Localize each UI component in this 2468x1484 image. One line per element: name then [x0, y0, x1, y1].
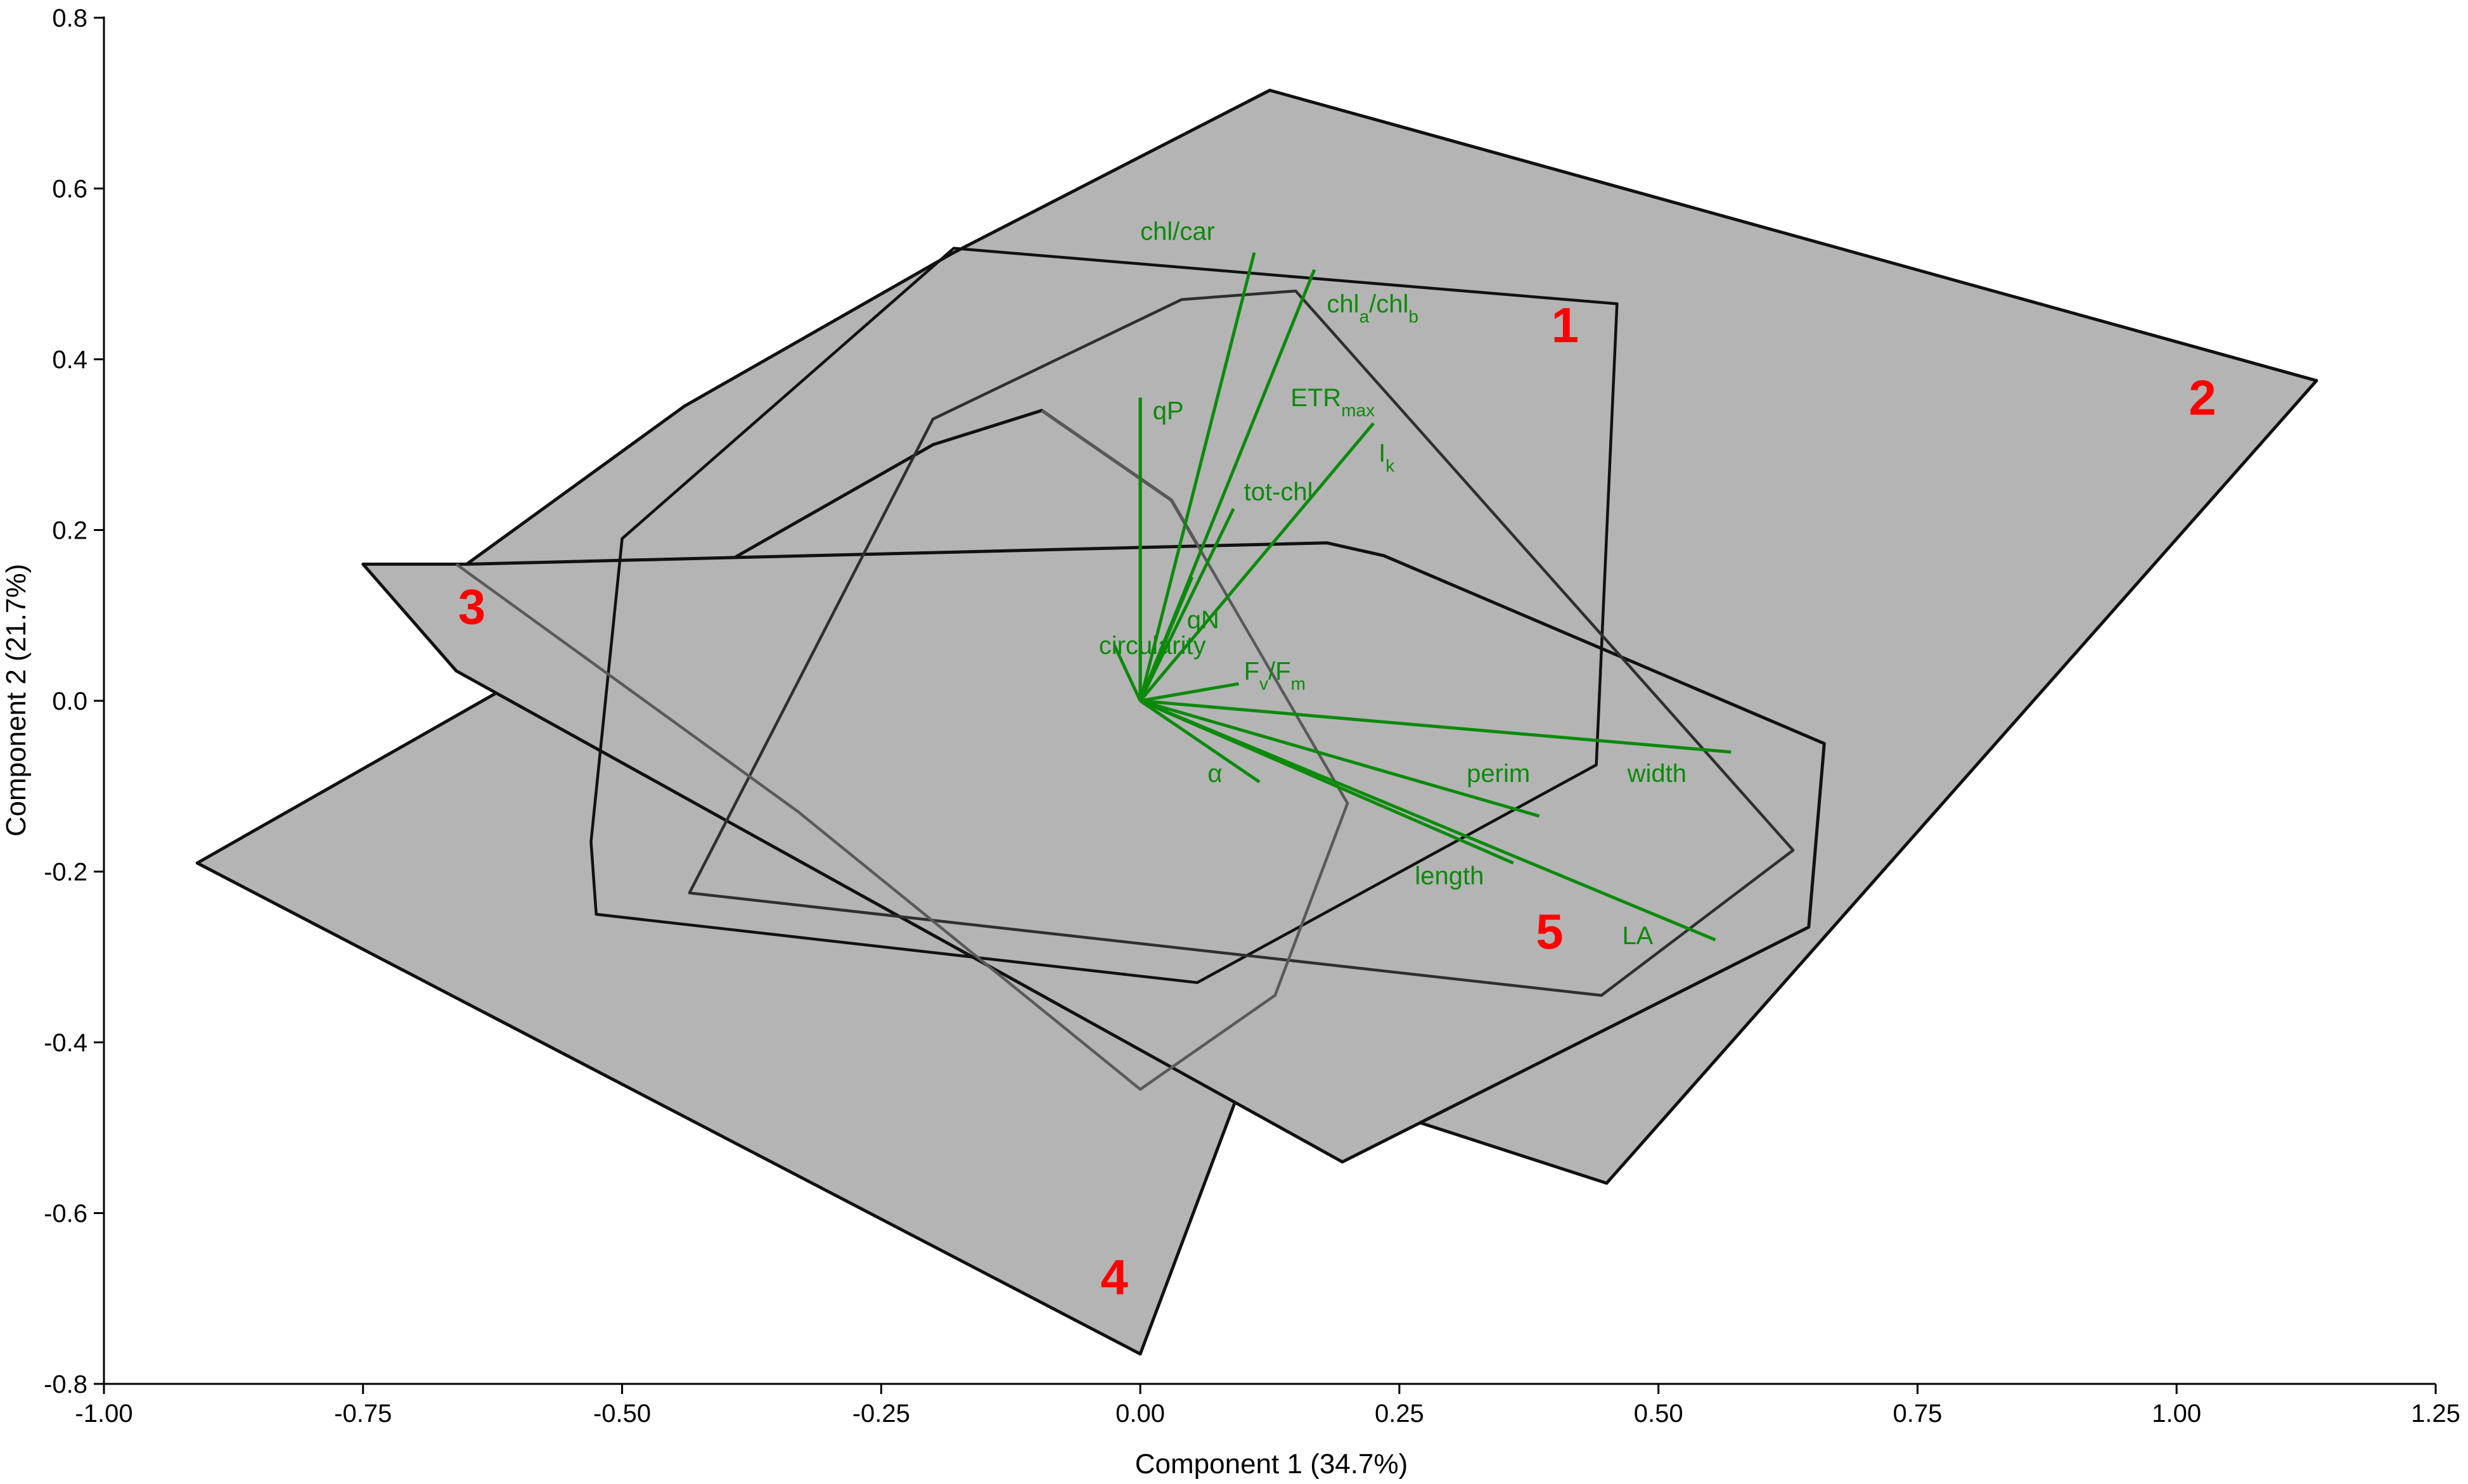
vector-label-chl-car: chl/car	[1140, 217, 1215, 245]
x-tick-label: 0.50	[1634, 1400, 1683, 1428]
vector-label-qn: qN	[1187, 606, 1219, 634]
y-axis-title: Component 2 (21.7%)	[1, 564, 32, 836]
vector-label-fv-fm: Fv/Fm	[1244, 657, 1306, 693]
x-tick-label: 0.75	[1893, 1400, 1943, 1428]
group-label-4: 4	[1101, 1250, 1128, 1305]
x-tick-label: 1.25	[2411, 1400, 2460, 1428]
vector-label-tot-chl: tot-chl	[1244, 478, 1313, 506]
vectors-layer	[1112, 252, 1732, 942]
vector-ik	[1139, 422, 1375, 702]
x-axis-title: Component 1 (34.7%)	[1135, 1449, 1408, 1480]
vector-label-perim: perim	[1467, 760, 1530, 788]
vector-label-ik: Ik	[1379, 440, 1395, 476]
x-tick-label: 0.00	[1115, 1400, 1165, 1428]
y-tick-label: 0.0	[52, 688, 87, 715]
vector-qn	[1138, 576, 1194, 701]
group-label-1: 1	[1552, 297, 1579, 353]
x-tick-label: -1.00	[75, 1400, 132, 1428]
x-tick-label: 0.25	[1375, 1400, 1424, 1428]
y-tick-label: 0.8	[52, 4, 87, 32]
y-tick-label: -0.4	[44, 1029, 87, 1057]
vector-circularity	[1112, 644, 1142, 702]
y-tick-label: 0.6	[52, 176, 87, 203]
hull-group-4-outline	[455, 409, 1349, 1091]
y-tick-label: 0.4	[52, 346, 87, 374]
hull-group-3	[361, 541, 1826, 1164]
vector-tot-chl	[1138, 508, 1235, 702]
group-label-3: 3	[458, 579, 485, 635]
vector-label-length: length	[1415, 862, 1484, 890]
vector-label-la: LA	[1622, 922, 1653, 950]
vector-label-etrmax: ETRmax	[1290, 384, 1375, 420]
x-tick-label: -0.50	[593, 1400, 651, 1428]
vector-label-qp: qP	[1153, 397, 1184, 425]
vector-label-chla-chlb: chla/chlb	[1327, 290, 1418, 326]
group-label-5: 5	[1536, 904, 1563, 959]
axes-layer: -1.00 -0.75 -0.50 -0.25 0.00 0.25 0.50 0.75 1.00…	[44, 4, 2460, 1428]
vector-label-width: width	[1627, 760, 1687, 788]
group-labels-layer: 1 2 3 4 5	[458, 297, 2216, 1305]
vector-label-circularity: circularity	[1099, 632, 1206, 660]
x-tick-label: -0.25	[852, 1400, 910, 1428]
vector-width	[1140, 699, 1732, 754]
vector-label-α: α	[1207, 760, 1222, 788]
y-tick-label: 0.2	[52, 517, 87, 545]
x-tick-label: 1.00	[2152, 1400, 2201, 1428]
vector-chl-car	[1138, 252, 1256, 701]
y-tick-label: -0.6	[44, 1200, 87, 1228]
y-tick-label: -0.8	[44, 1371, 87, 1398]
hull-group-5	[688, 289, 1795, 997]
group-label-2: 2	[2188, 370, 2216, 426]
vector-perim	[1140, 699, 1540, 818]
vector-α	[1139, 699, 1261, 784]
hulls-layer	[195, 89, 2318, 1356]
vector-la	[1140, 699, 1716, 942]
vector-fv-fm	[1140, 682, 1239, 703]
y-tick-label: -0.2	[44, 859, 87, 886]
x-tick-label: -0.75	[334, 1400, 392, 1428]
hull-group-1	[589, 246, 1619, 984]
